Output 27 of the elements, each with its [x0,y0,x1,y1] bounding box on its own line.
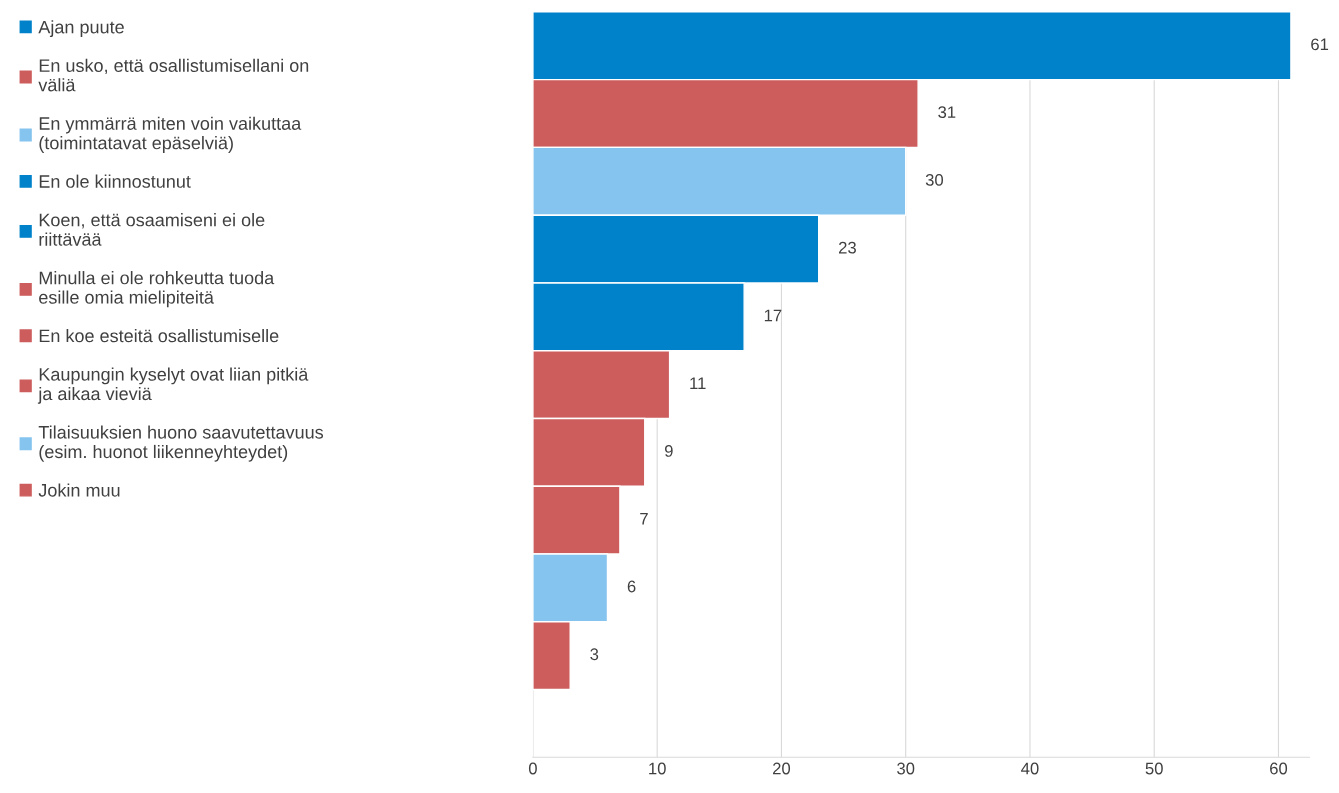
x-tick-label: 40 [1021,762,1039,775]
data-label: 6 [627,580,636,593]
data-label: 17 [764,309,782,322]
data-label: 30 [925,173,944,186]
legend-label: Ajan puute [38,20,124,38]
data-label: 31 [938,106,956,119]
legend-label: Kaupungin kyselyt ovat liian pitkiä ja aikaa vieviä [37,367,309,404]
legend-label: En koe esteitä osallistumiselle [39,328,279,343]
x-tick-label: 60 [1270,762,1288,775]
x-tick-label: 30 [897,762,915,775]
legend-label: En usko, että osallistumisellani on väliä [38,58,309,92]
x-tick-label: 10 [649,762,666,775]
x-tick-label: 20 [773,762,791,775]
legend-label: En ymmärrä miten voin vaikuttaa (toimintatavat epäselviä) [39,116,302,153]
data-label: 11 [690,377,706,389]
legend-label: Tilaisuuksien huono saavutettavuus (esim. huonot liikenneyhteydet) [38,425,324,462]
legend-label: Koen, että osaamiseni ei ole riittävää [39,213,265,246]
legend-label: Jokin muu [38,483,120,497]
x-tick-label: 0 [528,762,537,775]
data-label: 7 [640,512,648,525]
legend-label: En ole kiinnostunut [39,174,191,188]
x-tick-label: 50 [1145,762,1163,775]
data-label: 3 [590,648,599,661]
legend-label: Minulla ei ole rohkeutta tuoda esille omia mielipiteitä [39,271,275,308]
data-label: 23 [839,241,856,254]
data-label: 9 [664,445,673,457]
data-label: 61 [1311,38,1329,51]
